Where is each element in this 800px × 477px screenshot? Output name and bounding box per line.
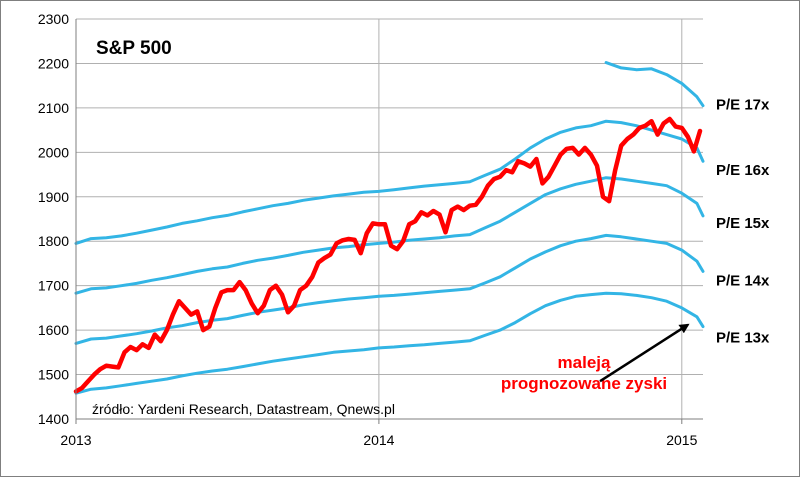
x-tick-label: 2015 <box>666 432 697 448</box>
line-label: P/E 13x <box>716 330 770 347</box>
y-tick-label: 2200 <box>38 55 69 71</box>
y-tick-label: 1600 <box>38 322 69 338</box>
pe-line-14x <box>74 233 705 345</box>
pe-line-13x <box>74 291 705 395</box>
source-note: źródło: Yardeni Research, Datastream, Qn… <box>92 401 395 417</box>
y-tick-label: 1900 <box>38 189 69 205</box>
x-tick-label: 2014 <box>363 432 394 448</box>
line-label: P/E 15x <box>716 215 770 232</box>
y-tick-label: 1800 <box>38 233 69 249</box>
y-tick-label: 1700 <box>38 278 69 294</box>
line-label: P/E 17x <box>716 97 770 114</box>
y-tick-label: 2300 <box>38 11 69 27</box>
annotation-line-2: prognozowane zyski <box>501 374 667 393</box>
sp500-line-group <box>73 116 703 394</box>
line-label: P/E 16x <box>716 162 770 179</box>
chart-title: S&P 500 <box>96 38 172 59</box>
annotation-line-1: maleją <box>558 353 611 372</box>
line-label: P/E 14x <box>716 272 770 289</box>
y-tick-label: 1400 <box>38 411 69 427</box>
pe-lines <box>74 61 705 395</box>
axis-group: 1400 1500 1600 1700 1800 1900 2000 2100 2200 2300… <box>38 11 703 448</box>
y-tick-label: 1500 <box>38 367 69 383</box>
x-tick-label: 2013 <box>60 432 91 448</box>
y-tick-label: 2100 <box>38 100 69 116</box>
y-tick-label: 2000 <box>38 144 69 160</box>
sp500-line <box>73 116 703 394</box>
pe-line-16x <box>74 119 705 245</box>
annotation-arrow <box>599 323 690 383</box>
line-labels: P/E 17x P/E 16x P/E 15x P/E 14x P/E 13x <box>716 97 770 347</box>
pe-line-15x <box>74 176 705 295</box>
pe-line-17x <box>604 61 705 108</box>
